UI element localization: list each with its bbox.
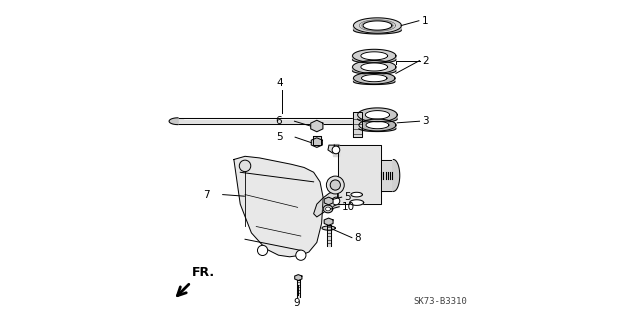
Polygon shape [169, 118, 178, 125]
Circle shape [239, 160, 251, 172]
Polygon shape [324, 197, 333, 205]
Polygon shape [361, 52, 388, 60]
Text: 4: 4 [277, 78, 284, 88]
Polygon shape [365, 111, 390, 119]
Polygon shape [311, 138, 323, 147]
Polygon shape [353, 26, 401, 34]
Polygon shape [366, 121, 389, 129]
Polygon shape [353, 18, 401, 33]
Polygon shape [394, 160, 400, 191]
Polygon shape [326, 207, 330, 211]
Polygon shape [323, 205, 333, 213]
Text: 3: 3 [422, 116, 429, 126]
Polygon shape [353, 61, 396, 73]
Text: 5: 5 [276, 131, 282, 142]
Text: FR.: FR. [192, 266, 215, 279]
Polygon shape [234, 156, 323, 257]
Polygon shape [359, 119, 396, 131]
Polygon shape [359, 125, 396, 131]
Polygon shape [349, 200, 364, 205]
Text: 2: 2 [422, 56, 429, 66]
Polygon shape [363, 21, 392, 30]
Polygon shape [333, 144, 339, 156]
Circle shape [296, 250, 306, 260]
Polygon shape [353, 112, 362, 137]
Text: SK73-B3310: SK73-B3310 [413, 297, 467, 306]
Text: 1: 1 [422, 16, 428, 26]
Polygon shape [311, 120, 323, 132]
Polygon shape [333, 195, 339, 207]
Polygon shape [361, 63, 388, 71]
Polygon shape [326, 225, 330, 246]
Polygon shape [362, 75, 387, 82]
Polygon shape [322, 226, 335, 230]
Polygon shape [314, 191, 337, 217]
Text: 7: 7 [204, 189, 210, 200]
Text: 6: 6 [275, 115, 282, 126]
Polygon shape [324, 218, 333, 225]
Polygon shape [353, 193, 360, 196]
Polygon shape [297, 280, 300, 297]
Circle shape [332, 197, 340, 205]
Polygon shape [353, 72, 395, 84]
Circle shape [330, 180, 340, 190]
Polygon shape [353, 49, 396, 62]
Polygon shape [353, 56, 396, 63]
Polygon shape [328, 145, 339, 153]
Polygon shape [313, 136, 321, 145]
Polygon shape [358, 115, 397, 122]
Polygon shape [358, 108, 397, 122]
Circle shape [332, 146, 340, 154]
Polygon shape [352, 201, 361, 204]
Polygon shape [337, 145, 381, 204]
Polygon shape [353, 78, 395, 85]
Polygon shape [381, 160, 394, 191]
Text: 5: 5 [344, 192, 351, 202]
Polygon shape [351, 192, 362, 197]
Circle shape [257, 245, 268, 256]
Polygon shape [353, 67, 396, 74]
Polygon shape [294, 275, 302, 280]
Circle shape [326, 176, 344, 194]
Text: 8: 8 [355, 233, 361, 243]
Text: 10: 10 [342, 202, 355, 212]
Text: 9: 9 [293, 298, 300, 308]
Polygon shape [178, 118, 358, 124]
